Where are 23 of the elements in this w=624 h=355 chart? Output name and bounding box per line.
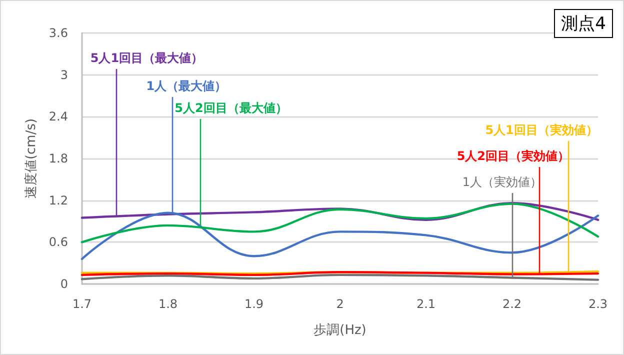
y-tick-label: 3.6 (48, 26, 68, 40)
y-tick-label: 1.8 (48, 152, 68, 166)
annotation: 1人（最大値） (146, 79, 227, 93)
x-tick-label: 2 (336, 297, 344, 311)
y-axis-title: 速度値(cm/s) (23, 118, 40, 199)
x-tick-label: 1.9 (244, 297, 264, 311)
annotation: 5人2回目（実効値） (456, 149, 570, 163)
annotation: 1人（実効値） (462, 175, 542, 189)
x-tick-label: 1.8 (158, 297, 178, 311)
annotation: 5人1回目（最大値） (90, 51, 204, 65)
y-tick-label: 3 (60, 68, 68, 82)
annotation: 測点4 (554, 9, 613, 38)
x-tick-label: 1.7 (72, 297, 92, 311)
annotation: 5人1回目（実効値） (485, 123, 598, 137)
x-tick-label: 2.1 (416, 297, 436, 311)
annotation: 5人2回目（最大値） (174, 101, 288, 115)
x-axis-title: 歩調(Hz) (314, 323, 366, 338)
y-tick-label: 0.6 (48, 235, 68, 250)
y-tick-label: 0 (60, 277, 68, 291)
y-tick-label: 1.2 (48, 193, 68, 208)
x-tick-label: 2.3 (588, 297, 608, 311)
y-tick-label: 2.4 (48, 110, 68, 124)
x-tick-label: 2.2 (502, 297, 522, 311)
